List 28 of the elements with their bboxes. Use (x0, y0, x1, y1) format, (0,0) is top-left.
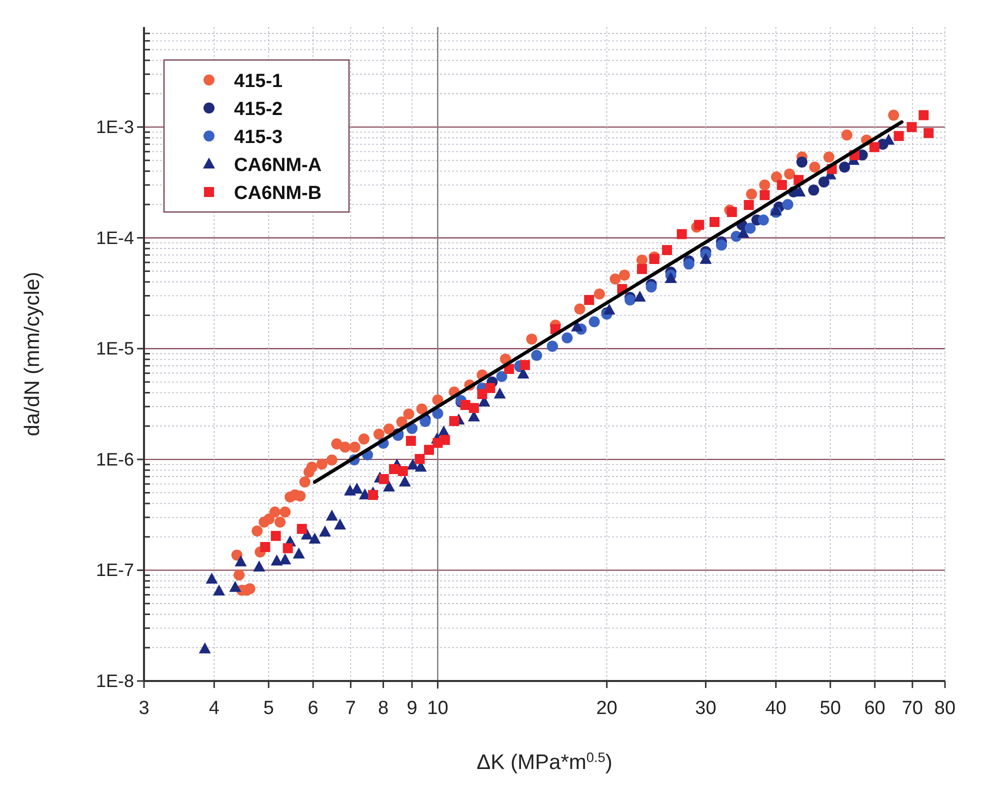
x-tick-label: 7 (345, 698, 356, 719)
y-tick-label: 1E-5 (96, 338, 134, 359)
y-axis-title: da/dN (mm/cycle) (21, 272, 44, 436)
x-tick-label: 5 (263, 698, 274, 719)
x-tick-label: 80 (934, 698, 956, 719)
y-tick-label: 1E-3 (96, 117, 134, 138)
y-tick-label: 1E-4 (96, 228, 134, 248)
x-tick-label: 3 (138, 698, 150, 719)
x-tick-label: 10 (427, 698, 448, 719)
x-tick-label: 50 (820, 698, 841, 719)
x-tick-label: 9 (406, 698, 418, 719)
x-tick-label: 6 (308, 698, 318, 719)
x-tick-label: 8 (378, 698, 389, 719)
x-tick-label: 60 (864, 698, 886, 719)
x-tick-label: 4 (208, 698, 220, 719)
x-tick-label: 40 (765, 698, 786, 719)
x-tick-label: 30 (695, 698, 716, 719)
legend-label: CA6NM-B (234, 183, 322, 204)
x-tick-label: 70 (902, 698, 923, 719)
legend-label: 415-2 (234, 99, 283, 120)
y-tick-label: 1E-6 (96, 449, 134, 470)
legend-label: 415-1 (234, 71, 284, 92)
legend-label: CA6NM-A (234, 155, 322, 176)
y-tick-label: 1E-8 (96, 671, 134, 691)
x-axis-title: ΔK (MPa*m$^{0.5}$) (476, 750, 612, 774)
legend-label: 415-3 (234, 127, 283, 148)
x-tick-label: 20 (596, 698, 618, 719)
y-tick-label: 1E-7 (96, 560, 134, 580)
